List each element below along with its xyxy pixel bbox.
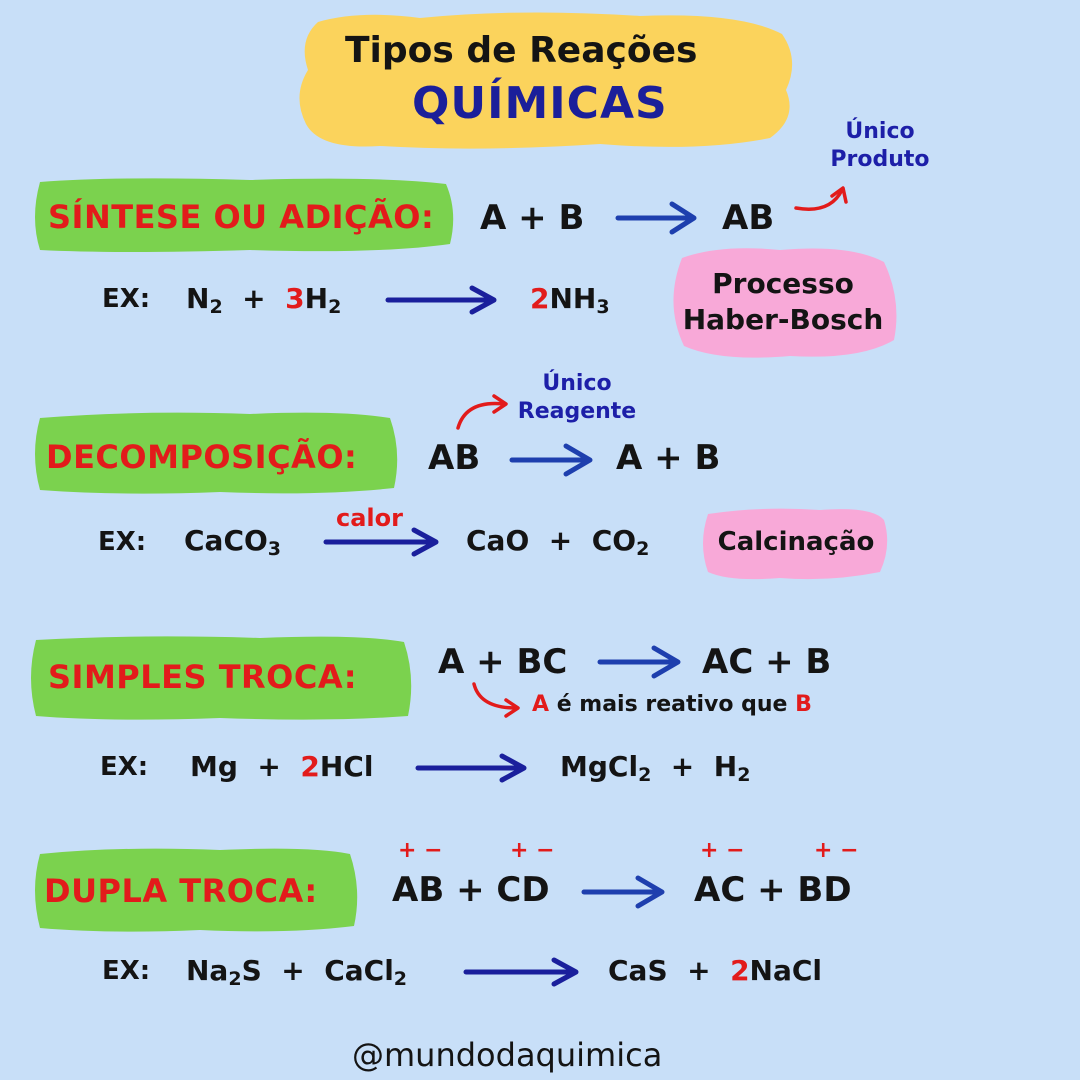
dupla-general-left: AB + CD <box>392 870 550 910</box>
cacl2-formula: CaCl2 <box>324 954 408 990</box>
unico-reagente-line2: Reagente <box>517 399 637 424</box>
sintese-example-label: EX: <box>102 284 151 314</box>
sintese-general-arrow <box>615 201 697 235</box>
simples-general-arrow <box>597 645 681 679</box>
simples-label: SIMPLES TROCA: <box>48 658 357 696</box>
dupla-example-label: EX: <box>102 956 151 986</box>
sintese-highlight <box>35 178 454 252</box>
footer-handle: @mundodaquimica <box>352 1036 663 1074</box>
nh3-formula: NH3 <box>549 282 610 318</box>
unico-reagente-note: Único Reagente <box>512 370 642 426</box>
sintese-example-products: 2NH3 <box>530 282 610 318</box>
charge-cd: + − <box>510 838 555 863</box>
haber-bosch-badge: Processo Haber-Bosch <box>670 266 896 338</box>
title-highlight <box>299 12 793 149</box>
simples-example-label: EX: <box>100 752 149 782</box>
decomposicao-label: DECOMPOSIÇÃO: <box>46 438 358 476</box>
h2-product-formula: H2 <box>713 750 751 786</box>
charge-ac: + − <box>700 838 745 863</box>
h2-formula: H2 <box>304 282 342 318</box>
calcinacao-badge: Calcinação <box>717 527 875 557</box>
co2-formula: CO2 <box>591 524 650 560</box>
na2s-formula: Na2S <box>186 954 262 990</box>
dupla-label: DUPLA TROCA: <box>44 872 318 910</box>
mgcl2-formula: MgCl2 <box>560 750 652 786</box>
coef-3: 3 <box>285 282 305 315</box>
hcl-formula: HCl <box>319 750 374 783</box>
decomposicao-general-left: AB <box>428 438 481 478</box>
simples-example-reactants: Mg + 2HCl <box>190 750 374 783</box>
caco3-formula: CaCO3 <box>184 524 282 560</box>
simples-example-products: MgCl2 + H2 <box>560 750 751 786</box>
coef-2-nacl: 2 <box>730 954 750 987</box>
decomposicao-highlight <box>35 412 398 494</box>
sintese-general-left: A + B <box>480 198 585 238</box>
calor-label: calor <box>336 504 403 532</box>
decomposicao-example-label: EX: <box>98 527 147 557</box>
dupla-highlight <box>35 848 358 932</box>
sintese-example-arrow <box>385 285 497 315</box>
decomposicao-example-arrow <box>323 527 439 557</box>
dupla-example-arrow <box>463 957 579 987</box>
simples-example-arrow <box>415 753 527 783</box>
cao-formula: CaO <box>466 524 530 557</box>
simples-general-right: AC + B <box>702 642 832 682</box>
calcinacao-badge-bg <box>703 508 888 580</box>
unico-produto-note: Único Produto <box>830 118 930 174</box>
unico-produto-line1: Único <box>845 119 915 144</box>
n2-formula: N2 <box>186 282 223 318</box>
reativo-mid: é mais reativo que <box>556 692 788 717</box>
coef-2: 2 <box>530 282 550 315</box>
charge-ab: + − <box>398 838 443 863</box>
unico-produto-line2: Produto <box>830 147 930 172</box>
unico-reagente-line1: Único <box>542 371 612 396</box>
mg-formula: Mg <box>190 750 238 783</box>
reativo-b: B <box>795 692 812 717</box>
simples-general-left: A + BC <box>438 642 568 682</box>
dupla-general-right: AC + BD <box>694 870 852 910</box>
coef-2-hcl: 2 <box>300 750 320 783</box>
sintese-example-reactants: N2 + 3H2 <box>186 282 342 318</box>
sintese-label: SÍNTESE OU ADIÇÃO: <box>48 198 435 236</box>
haber-badge-line1: Processo <box>712 267 854 300</box>
charge-bd: + − <box>814 838 859 863</box>
sintese-general-right: AB <box>722 198 775 238</box>
simples-highlight <box>31 636 412 720</box>
unico-produto-curved-arrow <box>794 186 848 211</box>
title-line2: QUÍMICAS <box>412 78 668 129</box>
unico-reagente-curved-arrow <box>456 394 508 430</box>
haber-badge-line2: Haber-Bosch <box>682 303 884 336</box>
decomposicao-general-arrow <box>509 443 593 477</box>
cas-formula: CaS <box>608 954 668 987</box>
dupla-general-arrow <box>581 875 665 909</box>
haber-badge-bg <box>673 248 897 358</box>
dupla-example-reactants: Na2S + CaCl2 <box>186 954 408 990</box>
decomposicao-example-products: CaO + CO2 <box>466 524 650 560</box>
nacl-formula: NaCl <box>749 954 823 987</box>
dupla-example-products: CaS + 2NaCl <box>608 954 823 987</box>
title-line1: Tipos de Reações <box>345 30 698 71</box>
decomposicao-general-right: A + B <box>616 438 721 478</box>
reativo-note: A é mais reativo que B <box>532 692 812 717</box>
reativo-a: A <box>532 692 550 717</box>
reativo-curved-arrow <box>472 682 520 718</box>
